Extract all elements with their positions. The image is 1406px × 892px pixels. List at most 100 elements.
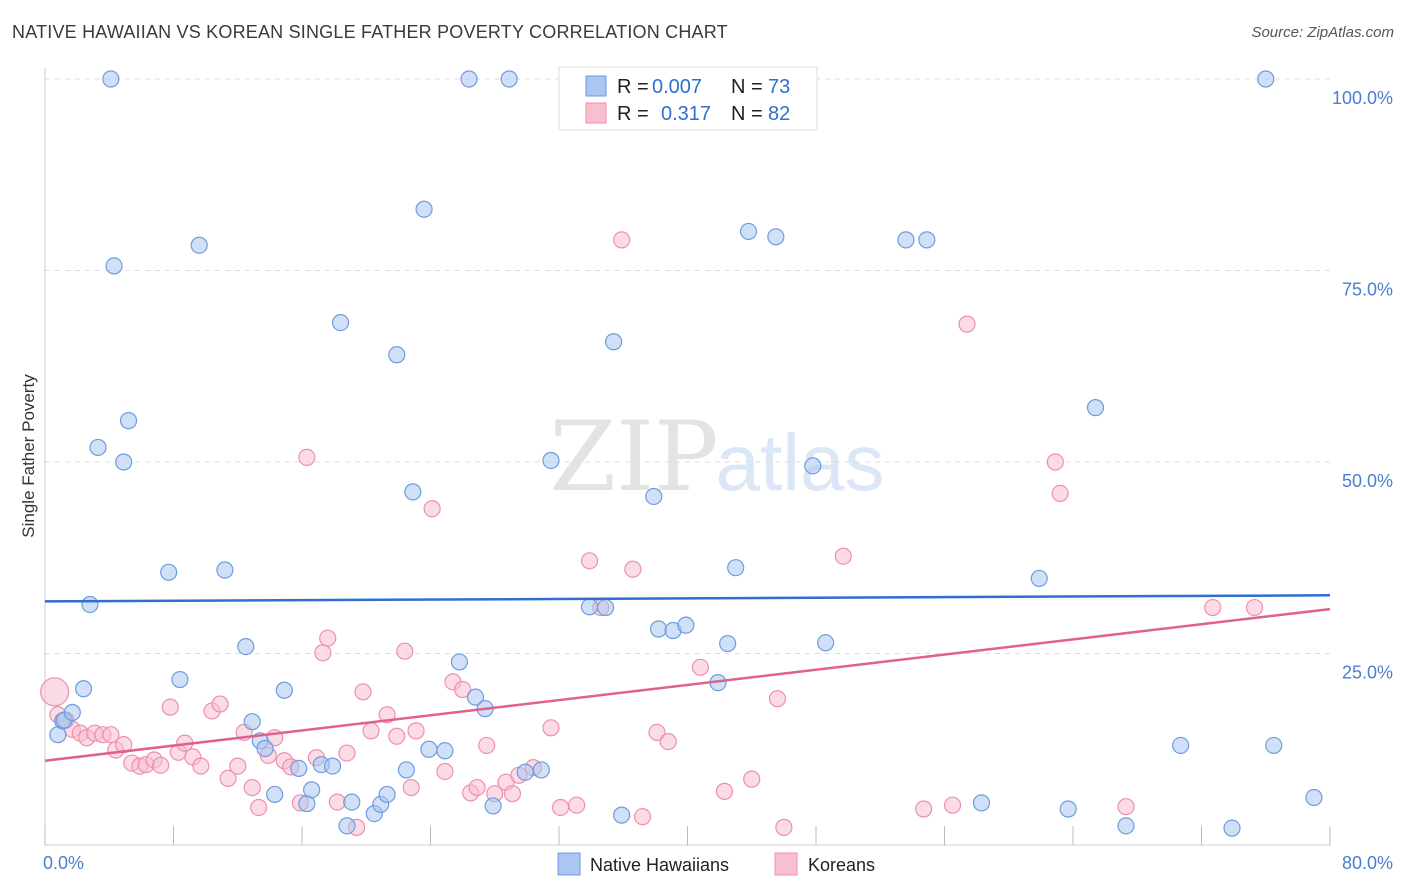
native-hawaiian-point — [739, 222, 758, 241]
korean-point — [1117, 798, 1135, 816]
korean-points — [40, 231, 1264, 836]
korean-point — [768, 690, 787, 708]
native-hawaiian-point — [216, 561, 234, 579]
native-hawaiian-point — [190, 236, 208, 254]
korean-point — [943, 796, 962, 814]
legend-swatch-native-hawaiians — [585, 75, 607, 97]
native-hawaiian-point — [1257, 70, 1275, 88]
native-hawaiian-point — [804, 457, 822, 475]
native-hawaiian-point — [645, 487, 663, 506]
trend-lines — [44, 594, 1331, 762]
korean-point — [478, 736, 496, 755]
korean-point — [388, 727, 406, 745]
native-hawaiian-point — [420, 740, 438, 758]
korean-point — [958, 315, 976, 333]
korean-point — [161, 698, 179, 716]
legend-n-label-1: N = — [731, 76, 763, 98]
native-hawaiian-point — [105, 257, 123, 275]
korean-point — [613, 231, 631, 249]
axes — [44, 68, 1331, 846]
source-credit: Source: ZipAtlas.com — [1251, 24, 1394, 41]
korean-point — [648, 723, 666, 741]
native-hawaiian-point — [542, 451, 560, 470]
x-tick-label-max: 80.0% — [1342, 853, 1393, 873]
korean-point — [775, 818, 793, 836]
tick-labels: 25.0% 50.0% 75.0% 100.0% 0.0% 80.0% — [43, 88, 1393, 873]
x-tick-label-min: 0.0% — [43, 853, 84, 873]
korean-point — [915, 800, 933, 818]
korean-point — [436, 762, 454, 781]
native-hawaiian-point — [415, 200, 433, 218]
korean-point — [659, 732, 677, 751]
native-hawaiian-point — [119, 412, 138, 430]
korean-point — [454, 680, 472, 699]
y-tick-label-100: 100.0% — [1332, 88, 1393, 108]
native-hawaiian-point — [817, 634, 835, 652]
korean-point — [354, 683, 372, 701]
korean-point — [691, 658, 709, 676]
korean-point — [542, 719, 560, 737]
legend-n-value-1: 73 — [768, 76, 790, 98]
y-tick-label-75: 75.0% — [1342, 280, 1393, 300]
native-hawaiian-point — [1086, 399, 1105, 417]
native-hawaiian-point — [466, 688, 485, 706]
native-hawaiian-point — [171, 670, 189, 689]
legend-r-label-1: R = — [617, 76, 649, 98]
native-hawaiian-point — [243, 713, 261, 731]
native-hawaiian-point — [1117, 817, 1135, 835]
korean-point — [152, 756, 170, 774]
native-hawaiian-point — [500, 70, 518, 88]
native-hawaiian-point — [160, 563, 178, 581]
korean-point — [1051, 484, 1069, 503]
native-hawaiian-point — [719, 634, 737, 653]
korean-point — [552, 798, 570, 817]
legend-r-label-2: R = — [617, 103, 649, 125]
legend-swatch-koreans — [585, 102, 607, 124]
korean-point — [834, 547, 852, 565]
series-legend: Native Hawaiians Koreans — [557, 852, 875, 876]
korean-point — [328, 793, 346, 811]
korean-point — [624, 560, 642, 578]
native-hawaiian-point — [1030, 569, 1048, 588]
native-hawaiian-point — [74, 680, 93, 698]
native-hawaiian-point — [918, 231, 936, 249]
korean-point — [40, 677, 70, 707]
y-tick-label-50: 50.0% — [1342, 471, 1393, 491]
korean-point — [407, 722, 425, 740]
korean-point — [314, 644, 332, 662]
legend-n-label-2: N = — [731, 103, 763, 125]
korean-point — [298, 448, 316, 467]
native-hawaiian-point — [484, 797, 502, 815]
korean-point — [1046, 453, 1064, 471]
native-hawaiian-point — [338, 817, 356, 835]
legend-r-value-1: 0.007 — [652, 76, 702, 98]
native-hawaiian-point — [596, 598, 615, 617]
legend-n-value-2: 82 — [768, 103, 790, 125]
native-hawaiian-point — [343, 793, 361, 811]
native-hawaiian-point — [897, 231, 915, 249]
korean-point — [319, 629, 337, 647]
native-hawaiian-point — [388, 346, 406, 364]
native-hawaiian-point — [256, 739, 274, 758]
korean-point — [102, 726, 120, 744]
native-hawaiian-point — [1305, 788, 1323, 807]
gridlines — [45, 78, 1330, 654]
legend-r-value-2: 0.317 — [661, 103, 711, 125]
native-hawaiian-point — [404, 483, 422, 501]
watermark-zip: ZIP — [549, 401, 718, 513]
korean-point — [1204, 598, 1222, 617]
trend-line-koreans — [44, 607, 1331, 762]
korean-point — [192, 757, 210, 775]
korean-point — [423, 500, 441, 518]
native-hawaiian-point — [275, 681, 293, 699]
korean-point — [211, 695, 229, 713]
native-hawaiian-point — [323, 757, 342, 775]
native-hawaiian-point — [580, 598, 599, 616]
native-hawaiian-point — [115, 453, 133, 471]
native-hawaiian-point — [1172, 736, 1190, 755]
korean-point — [396, 642, 414, 660]
native-hawaiian-point — [613, 806, 631, 824]
native-hawaiian-points — [49, 70, 1323, 837]
chart-title: NATIVE HAWAIIAN VS KOREAN SINGLE FATHER … — [12, 22, 728, 42]
korean-point — [1245, 598, 1264, 617]
